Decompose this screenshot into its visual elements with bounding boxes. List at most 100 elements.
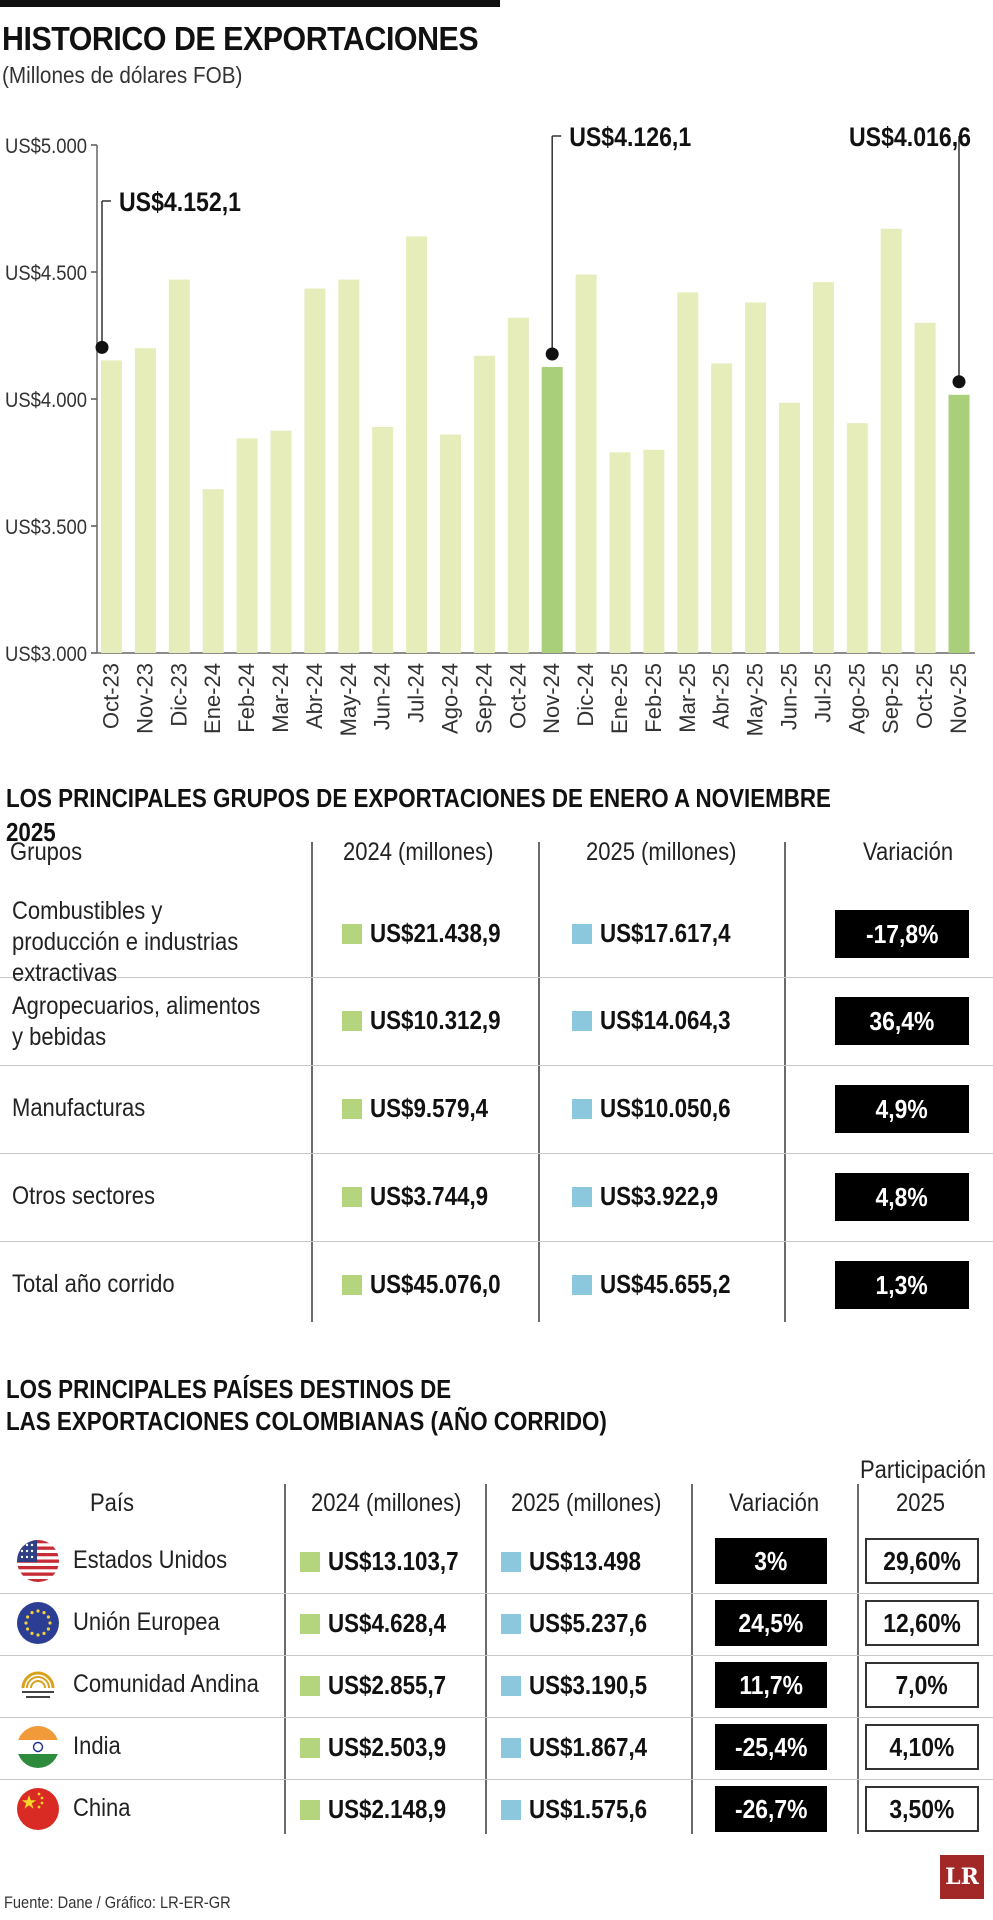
legend-2024-swatch bbox=[300, 1738, 320, 1758]
bar-ago-25 bbox=[847, 423, 868, 653]
countries-row-separator bbox=[0, 1593, 993, 1594]
x-tick-label: Oct-25 bbox=[912, 663, 937, 729]
countries-row-separator bbox=[0, 1655, 993, 1656]
legend-2025-swatch bbox=[501, 1676, 521, 1696]
country-name: Unión Europea bbox=[73, 1608, 220, 1637]
group-name: Combustibles y producción e industrias e… bbox=[12, 896, 276, 989]
bar-ago-24 bbox=[440, 435, 461, 653]
countries-header-country: País bbox=[90, 1489, 134, 1518]
legend-2024-swatch bbox=[342, 1011, 362, 1031]
groups-header-variation: Variación bbox=[863, 838, 953, 867]
country-value-2024: US$4.628,4 bbox=[300, 1608, 465, 1639]
bar-oct-25 bbox=[915, 323, 936, 653]
bar-dic-24 bbox=[576, 275, 597, 653]
x-tick-label: Jul-24 bbox=[404, 663, 429, 723]
group-value-2025: US$10.050,6 bbox=[572, 1093, 752, 1124]
countries-section-title: LOS PRINCIPALES PAÍSES DESTINOS DE bbox=[6, 1372, 451, 1406]
annotation-dot bbox=[953, 375, 966, 388]
country-value-2025: US$5.237,6 bbox=[501, 1608, 666, 1639]
group-name: Otros sectores bbox=[12, 1181, 276, 1212]
bar-sep-24 bbox=[474, 356, 495, 653]
group-value-2025: US$14.064,3 bbox=[572, 1005, 752, 1036]
chart-title: HISTORICO DE EXPORTACIONES bbox=[2, 20, 478, 58]
india-flag-icon bbox=[17, 1726, 59, 1768]
groups-divider bbox=[784, 842, 786, 1322]
country-share-box: 4,10% bbox=[865, 1724, 979, 1770]
country-value-2025: US$1.867,4 bbox=[501, 1732, 666, 1763]
group-value-2024: US$21.438,9 bbox=[342, 918, 522, 949]
groups-row-separator bbox=[0, 1065, 993, 1066]
x-tick-label: Abr-25 bbox=[709, 663, 734, 729]
group-value-2025: US$3.922,9 bbox=[572, 1181, 737, 1212]
country-variation-badge: 24,5% bbox=[715, 1600, 827, 1646]
x-tick-label: Ene-24 bbox=[200, 663, 225, 734]
groups-header-2025: 2025 (millones) bbox=[586, 838, 736, 867]
x-tick-label: Ago-24 bbox=[438, 663, 463, 734]
annotation-label: US$4.126,1 bbox=[569, 122, 691, 152]
bar-oct-23 bbox=[101, 360, 122, 653]
y-tick-label: US$3.500 bbox=[5, 516, 87, 539]
country-value-2024: US$2.503,9 bbox=[300, 1732, 465, 1763]
countries-row-separator bbox=[0, 1779, 993, 1780]
countries-divider bbox=[691, 1484, 693, 1834]
country-name: China bbox=[73, 1794, 130, 1823]
top-accent-bar bbox=[0, 0, 500, 7]
country-value-2024: US$13.103,7 bbox=[300, 1546, 480, 1577]
countries-row-separator bbox=[0, 1717, 993, 1718]
bar-may-25 bbox=[745, 302, 766, 653]
legend-2025-swatch bbox=[572, 924, 592, 944]
bar-jun-25 bbox=[779, 403, 800, 653]
source-footer: Fuente: Dane / Gráfico: LR-ER-GR bbox=[4, 1893, 231, 1913]
legend-2024-swatch bbox=[300, 1800, 320, 1820]
x-tick-label: Mar-25 bbox=[675, 663, 700, 733]
group-name: Agropecuarios, alimentos y bebidas bbox=[12, 991, 276, 1053]
bar-ene-25 bbox=[610, 452, 631, 653]
groups-header-group: Grupos bbox=[10, 838, 82, 867]
legend-2025-swatch bbox=[501, 1800, 521, 1820]
x-tick-label: Mar-24 bbox=[268, 663, 293, 733]
countries-section-title-line2: LAS EXPORTACIONES COLOMBIANAS (AÑO CORRI… bbox=[6, 1404, 607, 1438]
comunidad-andina-logo-icon bbox=[17, 1664, 59, 1706]
countries-header-share-year: 2025 bbox=[896, 1489, 945, 1518]
country-name: India bbox=[73, 1732, 121, 1761]
x-tick-label: Ene-25 bbox=[607, 663, 632, 734]
bar-oct-24 bbox=[508, 318, 529, 653]
group-value-2024: US$45.076,0 bbox=[342, 1269, 522, 1300]
country-value-2024: US$2.855,7 bbox=[300, 1670, 465, 1701]
groups-header-2024: 2024 (millones) bbox=[343, 838, 493, 867]
legend-2025-swatch bbox=[572, 1187, 592, 1207]
x-tick-label: Abr-24 bbox=[302, 663, 327, 729]
bar-may-24 bbox=[338, 280, 359, 653]
legend-2024-swatch bbox=[342, 1187, 362, 1207]
group-variation-badge: 4,9% bbox=[835, 1085, 969, 1133]
country-share-box: 29,60% bbox=[865, 1538, 979, 1584]
country-value-2025: US$13.498 bbox=[501, 1546, 659, 1577]
legend-2025-swatch bbox=[501, 1738, 521, 1758]
group-variation-badge: 4,8% bbox=[835, 1173, 969, 1221]
country-name: Comunidad Andina bbox=[73, 1670, 259, 1699]
x-tick-label: Nov-23 bbox=[132, 663, 157, 734]
bar-ene-24 bbox=[203, 489, 224, 653]
country-value-2025: US$1.575,6 bbox=[501, 1794, 666, 1825]
x-tick-label: Jun-25 bbox=[777, 663, 802, 730]
bar-abr-24 bbox=[304, 289, 325, 653]
x-tick-label: Ago-25 bbox=[844, 663, 869, 734]
annotation-label: US$4.152,1 bbox=[119, 187, 241, 217]
legend-2025-swatch bbox=[572, 1275, 592, 1295]
groups-row-separator bbox=[0, 1241, 993, 1242]
group-value-2024: US$9.579,4 bbox=[342, 1093, 507, 1124]
x-tick-label: Feb-25 bbox=[641, 663, 666, 733]
group-value-2025: US$17.617,4 bbox=[572, 918, 752, 949]
group-name: Manufacturas bbox=[12, 1093, 276, 1124]
country-variation-badge: -25,4% bbox=[715, 1724, 827, 1770]
countries-divider bbox=[284, 1484, 286, 1834]
x-tick-label: Sep-24 bbox=[471, 663, 496, 734]
y-tick-label: US$4.500 bbox=[5, 262, 87, 285]
legend-2025-swatch bbox=[501, 1552, 521, 1572]
chart-subtitle: (Millones de dólares FOB) bbox=[2, 62, 242, 89]
legend-2025-swatch bbox=[572, 1099, 592, 1119]
eu-flag-icon bbox=[17, 1602, 59, 1644]
lr-logo: LR bbox=[940, 1855, 984, 1899]
groups-row-separator bbox=[0, 1153, 993, 1154]
countries-header-share: Participación bbox=[860, 1456, 986, 1485]
